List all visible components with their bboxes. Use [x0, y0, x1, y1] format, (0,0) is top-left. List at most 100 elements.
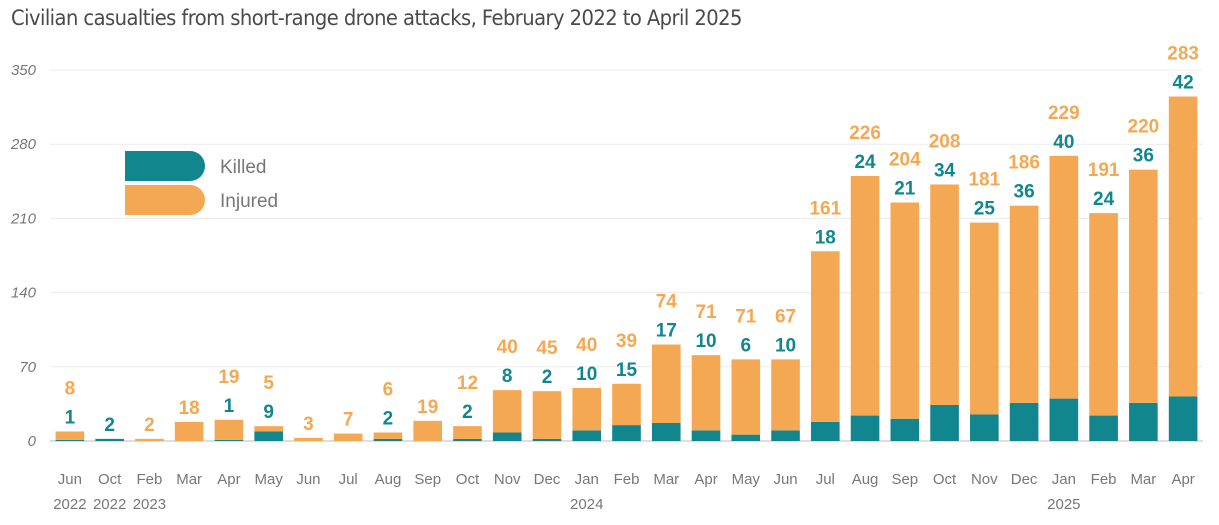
- bar-killed: [890, 418, 920, 441]
- data-label-killed: 2: [462, 402, 473, 423]
- data-label-injured: 229: [1048, 103, 1080, 124]
- bar-injured: [174, 421, 204, 441]
- data-label-killed: 17: [656, 321, 677, 342]
- bar-injured: [810, 251, 840, 422]
- bar-injured: [691, 355, 721, 431]
- data-label-injured: 8: [65, 378, 76, 399]
- x-tick-label: Nov: [494, 471, 521, 488]
- bar-killed: [95, 438, 124, 441]
- x-tick-label: Dec: [534, 471, 561, 488]
- data-label-injured: 5: [263, 373, 274, 394]
- data-label-injured: 220: [1128, 117, 1160, 138]
- y-tick-label: 140: [11, 285, 37, 302]
- x-tick-label: Nov: [971, 471, 998, 488]
- x-tick-label: Jul: [339, 471, 358, 488]
- bar-killed: [572, 430, 602, 441]
- bar-killed: [612, 425, 641, 441]
- data-label-injured: 12: [457, 373, 478, 394]
- y-tick-label: 70: [19, 359, 36, 376]
- data-label-injured: 18: [179, 398, 200, 419]
- data-label-killed: 2: [383, 409, 394, 430]
- data-label-killed: 2: [104, 415, 115, 436]
- bar-killed: [254, 431, 283, 441]
- bar-injured: [930, 184, 959, 405]
- data-label-injured: 208: [929, 131, 961, 152]
- x-tick-label: Jun: [773, 471, 797, 488]
- bar-injured: [373, 432, 403, 439]
- x-axis: Jun 2022 Oct 2022 Feb 2023 Mar Apr May Jun Jul Aug S…: [53, 471, 1195, 513]
- bar-killed: [532, 438, 562, 441]
- data-label-killed: 6: [740, 335, 751, 356]
- data-label-killed: 36: [1133, 146, 1154, 167]
- data-label-injured: 71: [695, 302, 717, 323]
- bar-injured: [413, 420, 443, 441]
- x-tick-label: Feb: [1091, 471, 1117, 488]
- data-label-injured: 191: [1088, 160, 1120, 181]
- bar-killed: [1049, 398, 1079, 441]
- x-tick-label: Jan: [575, 471, 599, 488]
- bar-killed: [492, 432, 522, 441]
- legend-swatch-injured: [125, 185, 205, 215]
- data-label-injured: 204: [889, 150, 921, 171]
- x-tick-label: Jan: [1052, 471, 1076, 488]
- bar-injured: [55, 431, 85, 440]
- data-label-injured: 19: [218, 367, 239, 388]
- bar-killed: [691, 430, 721, 441]
- bar-injured: [1089, 213, 1118, 416]
- data-label-killed: 1: [224, 396, 235, 417]
- bar-killed: [55, 439, 85, 441]
- bar-killed: [214, 439, 244, 441]
- bar-killed: [850, 415, 880, 441]
- x-tick-label: Feb: [614, 471, 640, 488]
- data-label-killed: 10: [576, 364, 597, 385]
- bar-killed: [771, 430, 800, 441]
- data-label-killed: 24: [854, 152, 876, 173]
- data-label-injured: 226: [849, 123, 881, 144]
- bar-injured: [890, 202, 920, 419]
- data-label-killed: 18: [815, 227, 836, 248]
- data-label-killed: 1: [65, 407, 76, 428]
- data-label-injured: 40: [576, 335, 597, 356]
- bar-injured: [1009, 205, 1039, 403]
- data-label-killed: 36: [1014, 182, 1035, 203]
- bar-killed: [930, 404, 959, 441]
- bar-killed: [810, 421, 840, 441]
- data-label-killed: 10: [695, 331, 716, 352]
- bar-injured: [453, 426, 482, 439]
- data-label-injured: 45: [536, 338, 558, 359]
- bar-killed: [731, 434, 761, 441]
- x-tick-year: 2023: [133, 496, 166, 513]
- data-label-killed: 24: [1093, 189, 1115, 210]
- data-label-injured: 186: [1008, 153, 1040, 174]
- bar-injured: [135, 438, 164, 441]
- data-label-killed: 34: [934, 160, 956, 181]
- x-tick-label: Mar: [653, 471, 679, 488]
- x-tick-label: May: [732, 471, 761, 488]
- data-label-injured: 39: [616, 331, 637, 352]
- y-tick-label: 280: [10, 136, 37, 153]
- y-tick-label: 350: [11, 62, 37, 79]
- data-label-injured: 40: [497, 337, 518, 358]
- data-label-killed: 42: [1173, 73, 1194, 94]
- x-tick-label: Apr: [217, 471, 240, 488]
- bar-injured: [294, 437, 323, 441]
- x-tick-label: Oct: [933, 471, 957, 488]
- x-tick-label: Oct: [456, 471, 480, 488]
- bar-injured: [850, 176, 880, 416]
- bar-injured: [612, 383, 641, 426]
- bar-injured: [1049, 155, 1079, 399]
- data-label-injured: 3: [303, 414, 314, 435]
- data-label-injured: 19: [417, 397, 438, 418]
- bar-killed: [651, 422, 681, 441]
- x-tick-label: Jun: [296, 471, 320, 488]
- bar-injured: [771, 359, 800, 431]
- data-label-injured: 283: [1167, 44, 1199, 65]
- data-label-injured: 74: [656, 292, 678, 313]
- x-tick-label: May: [255, 471, 284, 488]
- y-axis: 0 70 140 210 280 350: [10, 62, 37, 450]
- legend-label-killed: Killed: [220, 157, 266, 178]
- data-label-injured: 67: [775, 306, 796, 327]
- bar-injured: [970, 222, 999, 415]
